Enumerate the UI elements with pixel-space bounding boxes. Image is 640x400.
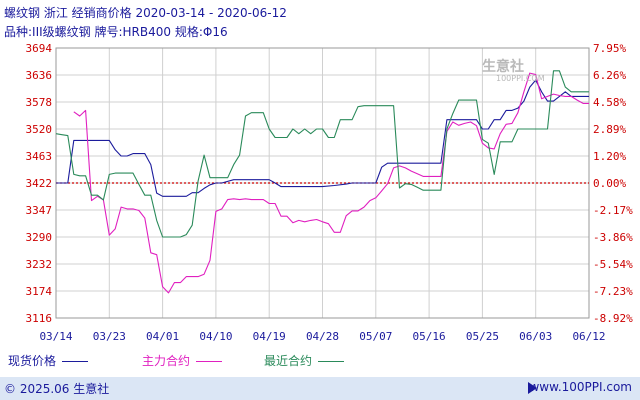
y-right-tick-label: 4.58%: [593, 96, 626, 109]
y-left-tick-label: 3694: [26, 42, 53, 55]
site-url-link[interactable]: www.100PPI.com: [529, 380, 632, 394]
series-line-2: [55, 70, 589, 238]
x-tick-label: 03/14: [39, 330, 72, 343]
watermark-text: 生意社: [482, 59, 524, 75]
series-line-1: [73, 72, 589, 294]
axes: 3694 7.95% 3636 6.26% 3578 4.58% 3520 2.89% 3463…: [26, 42, 634, 343]
x-tick-label: 04/10: [199, 330, 232, 343]
x-tick-label: 05/25: [466, 330, 499, 343]
series-line-0: [56, 79, 589, 197]
y-left-tick-label: 3116: [26, 312, 53, 325]
x-tick-label: 05/16: [413, 330, 446, 343]
copyright-text: © 2025.06 生意社: [4, 382, 110, 396]
arrow-right-icon: [528, 382, 537, 394]
legend-item-spot: 现货价格: [8, 352, 89, 369]
y-right-tick-label: -7.23%: [593, 285, 633, 298]
x-tick-label: 04/19: [253, 330, 286, 343]
x-tick-label: 06/12: [572, 330, 605, 343]
x-tick-label: 06/03: [519, 330, 552, 343]
legend-swatch-nearest-contract: [318, 361, 345, 362]
y-right-tick-label: 6.26%: [593, 69, 626, 82]
y-left-tick-label: 3232: [26, 258, 53, 271]
legend-label-main-contract: 主力合约: [142, 354, 191, 368]
x-tick-label: 04/01: [146, 330, 179, 343]
legend-item-main-contract: 主力合约: [142, 352, 223, 369]
watermark-url: 100PPI.COM: [496, 74, 545, 83]
watermark-logo: 生意社 100PPI.COM: [482, 56, 545, 83]
chart-title: 螺纹钢 浙江 经销商价格 2020-03-14 - 2020-06-12: [4, 6, 287, 20]
series-lines: [55, 70, 589, 294]
y-left-tick-label: 3174: [26, 285, 53, 298]
y-right-tick-label: -3.86%: [593, 231, 633, 244]
footer-bar: © 2025.06 生意社 www.100PPI.com: [0, 377, 640, 400]
legend-label-nearest-contract: 最近合约: [264, 354, 313, 368]
y-left-tick-label: 3578: [26, 96, 53, 109]
y-right-tick-label: 1.20%: [593, 150, 626, 163]
y-right-tick-label: 0.00%: [593, 177, 626, 190]
y-right-tick-label: 7.95%: [593, 42, 626, 55]
y-right-tick-label: -2.17%: [593, 204, 633, 217]
legend-label-spot: 现货价格: [8, 354, 57, 368]
y-right-tick-label: -8.92%: [593, 312, 633, 325]
y-right-tick-label: -5.54%: [593, 258, 633, 271]
y-right-tick-label: 2.89%: [593, 123, 626, 136]
y-left-tick-label: 3520: [26, 123, 53, 136]
legend: 现货价格 主力合约 最近合约: [0, 352, 640, 370]
y-left-tick-label: 3347: [26, 204, 53, 217]
x-tick-label: 03/23: [93, 330, 126, 343]
y-left-tick-label: 3463: [26, 150, 53, 163]
legend-swatch-main-contract: [196, 361, 223, 362]
x-tick-label: 05/07: [359, 330, 392, 343]
legend-item-nearest-contract: 最近合约: [264, 352, 345, 369]
y-left-tick-label: 3290: [26, 231, 53, 244]
chart-subtitle: 品种:III级螺纹钢 牌号:HRB400 规格:Φ16: [4, 25, 228, 39]
y-left-tick-label: 3636: [26, 69, 53, 82]
legend-swatch-spot: [62, 361, 89, 362]
y-left-tick-label: 3422: [26, 177, 53, 190]
x-tick-label: 04/28: [306, 330, 339, 343]
